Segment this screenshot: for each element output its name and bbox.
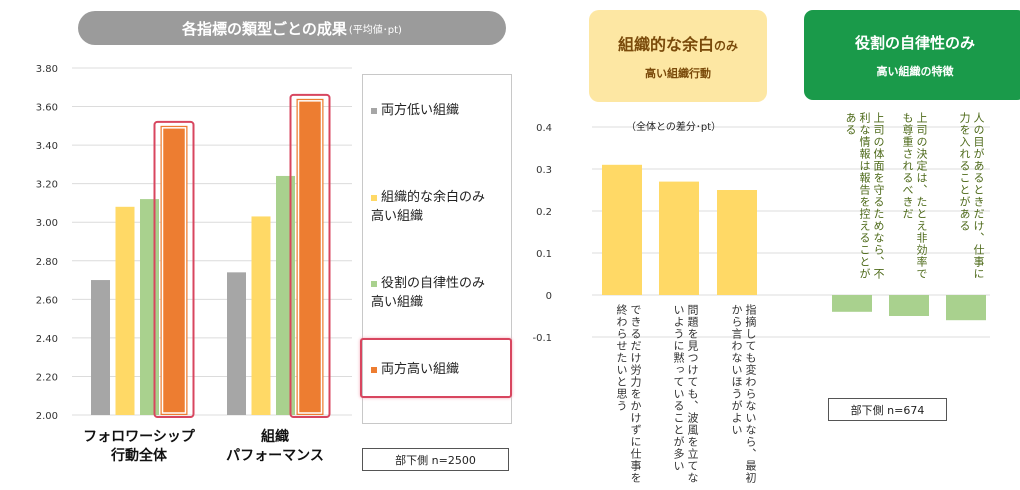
legend-label: 組織的な余白のみ — [381, 190, 486, 205]
statement-text-3: 指摘しても変わらないなら、最初から言わないほうがよい — [730, 304, 757, 484]
left-y-tick-label: 3.00 — [36, 218, 58, 229]
legend-swatch — [371, 366, 377, 373]
legend-swatch — [371, 280, 377, 287]
category-label-performance: 組織 パフォーマンス — [226, 429, 324, 464]
bar — [602, 164, 642, 295]
bar — [889, 295, 929, 316]
left-chart-bars — [91, 93, 331, 418]
left-y-tick-label: 3.20 — [36, 180, 58, 191]
legend-swatch — [371, 107, 377, 114]
bar — [251, 216, 271, 415]
bar — [296, 98, 324, 415]
legend-swatch — [371, 194, 377, 201]
bar — [91, 280, 110, 415]
legend-label-line2: 高い組織 — [371, 295, 424, 310]
right-y-tick-label: -0.1 — [532, 333, 552, 344]
legend-item-both-high: 両方高い組織 — [371, 360, 459, 379]
highlight-frame — [153, 120, 195, 418]
tag-autonomy-title: 役割の自律性のみ — [854, 33, 975, 52]
left-y-tick-label: 3.80 — [36, 64, 58, 75]
left-chart-title-main: 各指標の類型ごとの成果 — [182, 19, 347, 38]
legend: 両方低い組織 組織的な余白のみ 高い組織 役割の自律性のみ 高い組織 両方高い組… — [360, 74, 512, 424]
left-sample-note: 部下側 n=2500 — [362, 448, 509, 471]
left-y-tick-label: 3.60 — [36, 103, 58, 114]
bar — [659, 181, 699, 295]
bar — [140, 199, 159, 415]
right-y-tick-label: 0 — [546, 291, 552, 302]
bar — [832, 295, 872, 312]
right-chart-bars — [602, 164, 986, 321]
right-y-tick-label: 0.3 — [536, 165, 552, 176]
statement-text-6: 人の目があるときだけ、仕事に力を入れることがある — [958, 112, 985, 280]
left-y-tick-label: 2.20 — [36, 372, 58, 383]
legend-item-margin-only: 組織的な余白のみ 高い組織 — [371, 188, 485, 226]
right-y-tick-label: 0.2 — [536, 207, 552, 218]
tag-margin-subtitle: 高い組織行動 — [645, 67, 711, 80]
right-y-tick-label: 0.1 — [536, 249, 552, 260]
bar — [717, 190, 757, 295]
left-chart-title: 各指標の類型ごとの成果 (平均値･pt) — [78, 11, 506, 45]
legend-highlight-frame — [360, 338, 512, 398]
legend-item-both-low: 両方低い組織 — [371, 101, 459, 120]
bar-inner-outline — [161, 127, 187, 414]
statement-text-2: 問題を見つけても、波風を立てないように黙っていることが多い — [672, 304, 699, 484]
bar — [946, 295, 986, 321]
tag-autonomy-only: 役割の自律性のみ 高い組織の特徴 — [804, 10, 1020, 100]
right-y-tick-label: 0.4 — [536, 123, 552, 134]
highlight-frame — [289, 93, 331, 418]
legend-label: 役割の自律性のみ — [381, 276, 486, 291]
left-y-tick-label: 2.40 — [36, 334, 58, 345]
right-sample-note: 部下側 n=674 — [828, 398, 947, 421]
statement-text-4: 上司の体面を守るためなら、不利な情報は報告を控えることがある — [844, 112, 885, 280]
left-chart-title-unit: (平均値･pt) — [348, 24, 402, 36]
bar — [115, 206, 135, 415]
tag-margin-only: 組織的な余白のみ 高い組織行動 — [589, 10, 767, 102]
bar — [227, 272, 246, 415]
bar-inner-outline — [297, 100, 323, 414]
legend-label: 両方低い組織 — [381, 103, 460, 118]
category-label-followership: フォロワーシップ 行動全体 — [83, 429, 195, 464]
left-y-tick-label: 3.40 — [36, 141, 58, 152]
left-y-tick-label: 2.60 — [36, 295, 58, 306]
statement-text-1: できるだけ労力をかけずに仕事を終わらせたいと思う — [615, 304, 642, 484]
right-chart-grid: -0.1 0 0.1 0.2 0.3 0.4 — [532, 123, 990, 344]
tag-autonomy-subtitle: 高い組織の特徴 — [876, 64, 954, 78]
left-y-tick-label: 2.80 — [36, 257, 58, 268]
legend-label: 両方高い組織 — [381, 362, 460, 377]
legend-item-autonomy-only: 役割の自律性のみ 高い組織 — [371, 274, 485, 312]
tag-margin-title-small: のみ — [714, 39, 739, 53]
statement-text-5: 上司の決定は、たとえ非効率でも尊重されるべきだ — [901, 112, 928, 280]
legend-label-line2: 高い組織 — [371, 209, 424, 224]
right-axis-note: （全体との差分･pt） — [626, 122, 722, 133]
bar — [160, 125, 188, 415]
bar — [276, 175, 295, 415]
left-y-tick-label: 2.00 — [36, 411, 58, 422]
tag-margin-title: 組織的な余白 — [617, 35, 714, 54]
